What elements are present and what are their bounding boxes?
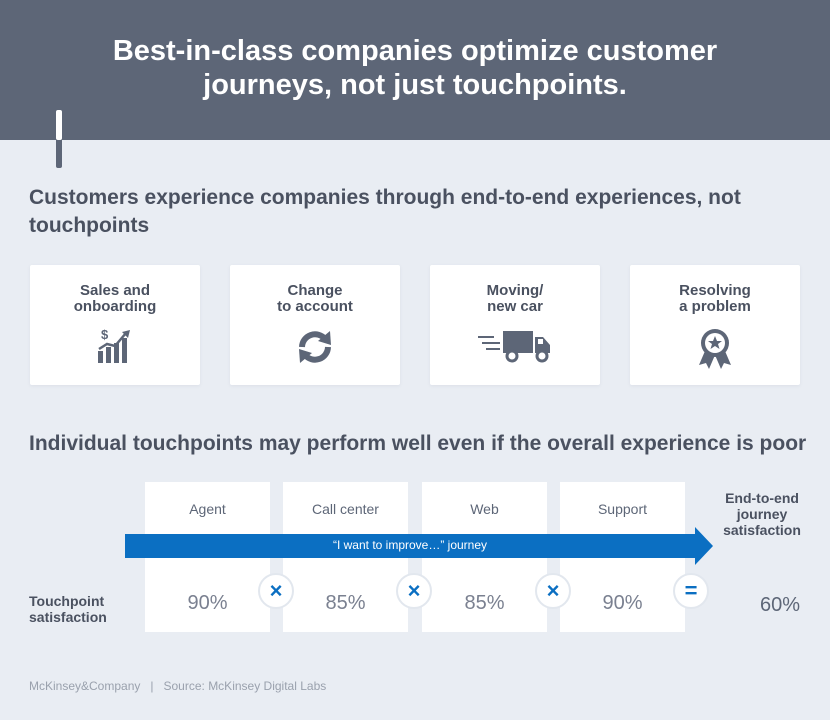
- end-to-end-label: End-to-end journey satisfaction: [723, 490, 801, 538]
- touchpoint-value: 90%: [187, 592, 228, 614]
- touchpoint-name: Agent: [189, 501, 226, 517]
- card-label: Moving/ new car: [486, 282, 544, 315]
- svg-text:$: $: [101, 327, 109, 342]
- sales-chart-icon: $: [95, 327, 135, 370]
- accent-bar: [56, 110, 62, 168]
- page-title: Best-in-class companies optimize custome…: [112, 35, 718, 101]
- touchpoint-value: 85%: [464, 592, 505, 614]
- multiply-icon: ×: [258, 573, 294, 609]
- touchpoint-name: Call center: [312, 501, 379, 517]
- delivery-truck-icon: [478, 327, 552, 368]
- journey-arrow: [125, 527, 713, 565]
- section-1-title: Customers experience companies through e…: [29, 186, 741, 237]
- card-label: Resolving a problem: [679, 282, 751, 315]
- equals-icon: =: [673, 573, 709, 609]
- card-moving-new-car: Moving/ new car: [430, 265, 600, 385]
- card-label: Change to account: [277, 282, 353, 315]
- multiply-icon: ×: [535, 573, 571, 609]
- end-to-end-value: 60%: [759, 594, 801, 616]
- touchpoint-name: Support: [597, 501, 648, 517]
- footer: McKinsey&Company | Source: McKinsey Digita…: [29, 679, 326, 693]
- touchpoint-satisfaction-label: Touchpoint satisfaction: [29, 593, 107, 625]
- footer-separator: |: [150, 679, 154, 693]
- award-ribbon-icon: [695, 327, 735, 374]
- source-note: Source: McKinsey Digital Labs: [163, 679, 327, 693]
- touchpoint-value: 90%: [602, 592, 643, 614]
- section-2-title: Individual touchpoints may perform well …: [29, 432, 807, 455]
- card-sales-onboarding: Sales and onboarding $: [30, 265, 200, 385]
- refresh-icon: [294, 327, 336, 372]
- brand-logo: McKinsey&Company: [29, 679, 141, 693]
- card-resolving-problem: Resolving a problem: [630, 265, 800, 385]
- journey-label: “I want to improve…” journey: [332, 538, 488, 552]
- touchpoint-value: 85%: [325, 592, 366, 614]
- card-change-account: Change to account: [230, 265, 400, 385]
- header-banner: Best-in-class companies optimize custome…: [0, 0, 830, 140]
- card-label: Sales and onboarding: [73, 282, 157, 315]
- touchpoint-name: Web: [470, 501, 499, 517]
- multiply-icon: ×: [396, 573, 432, 609]
